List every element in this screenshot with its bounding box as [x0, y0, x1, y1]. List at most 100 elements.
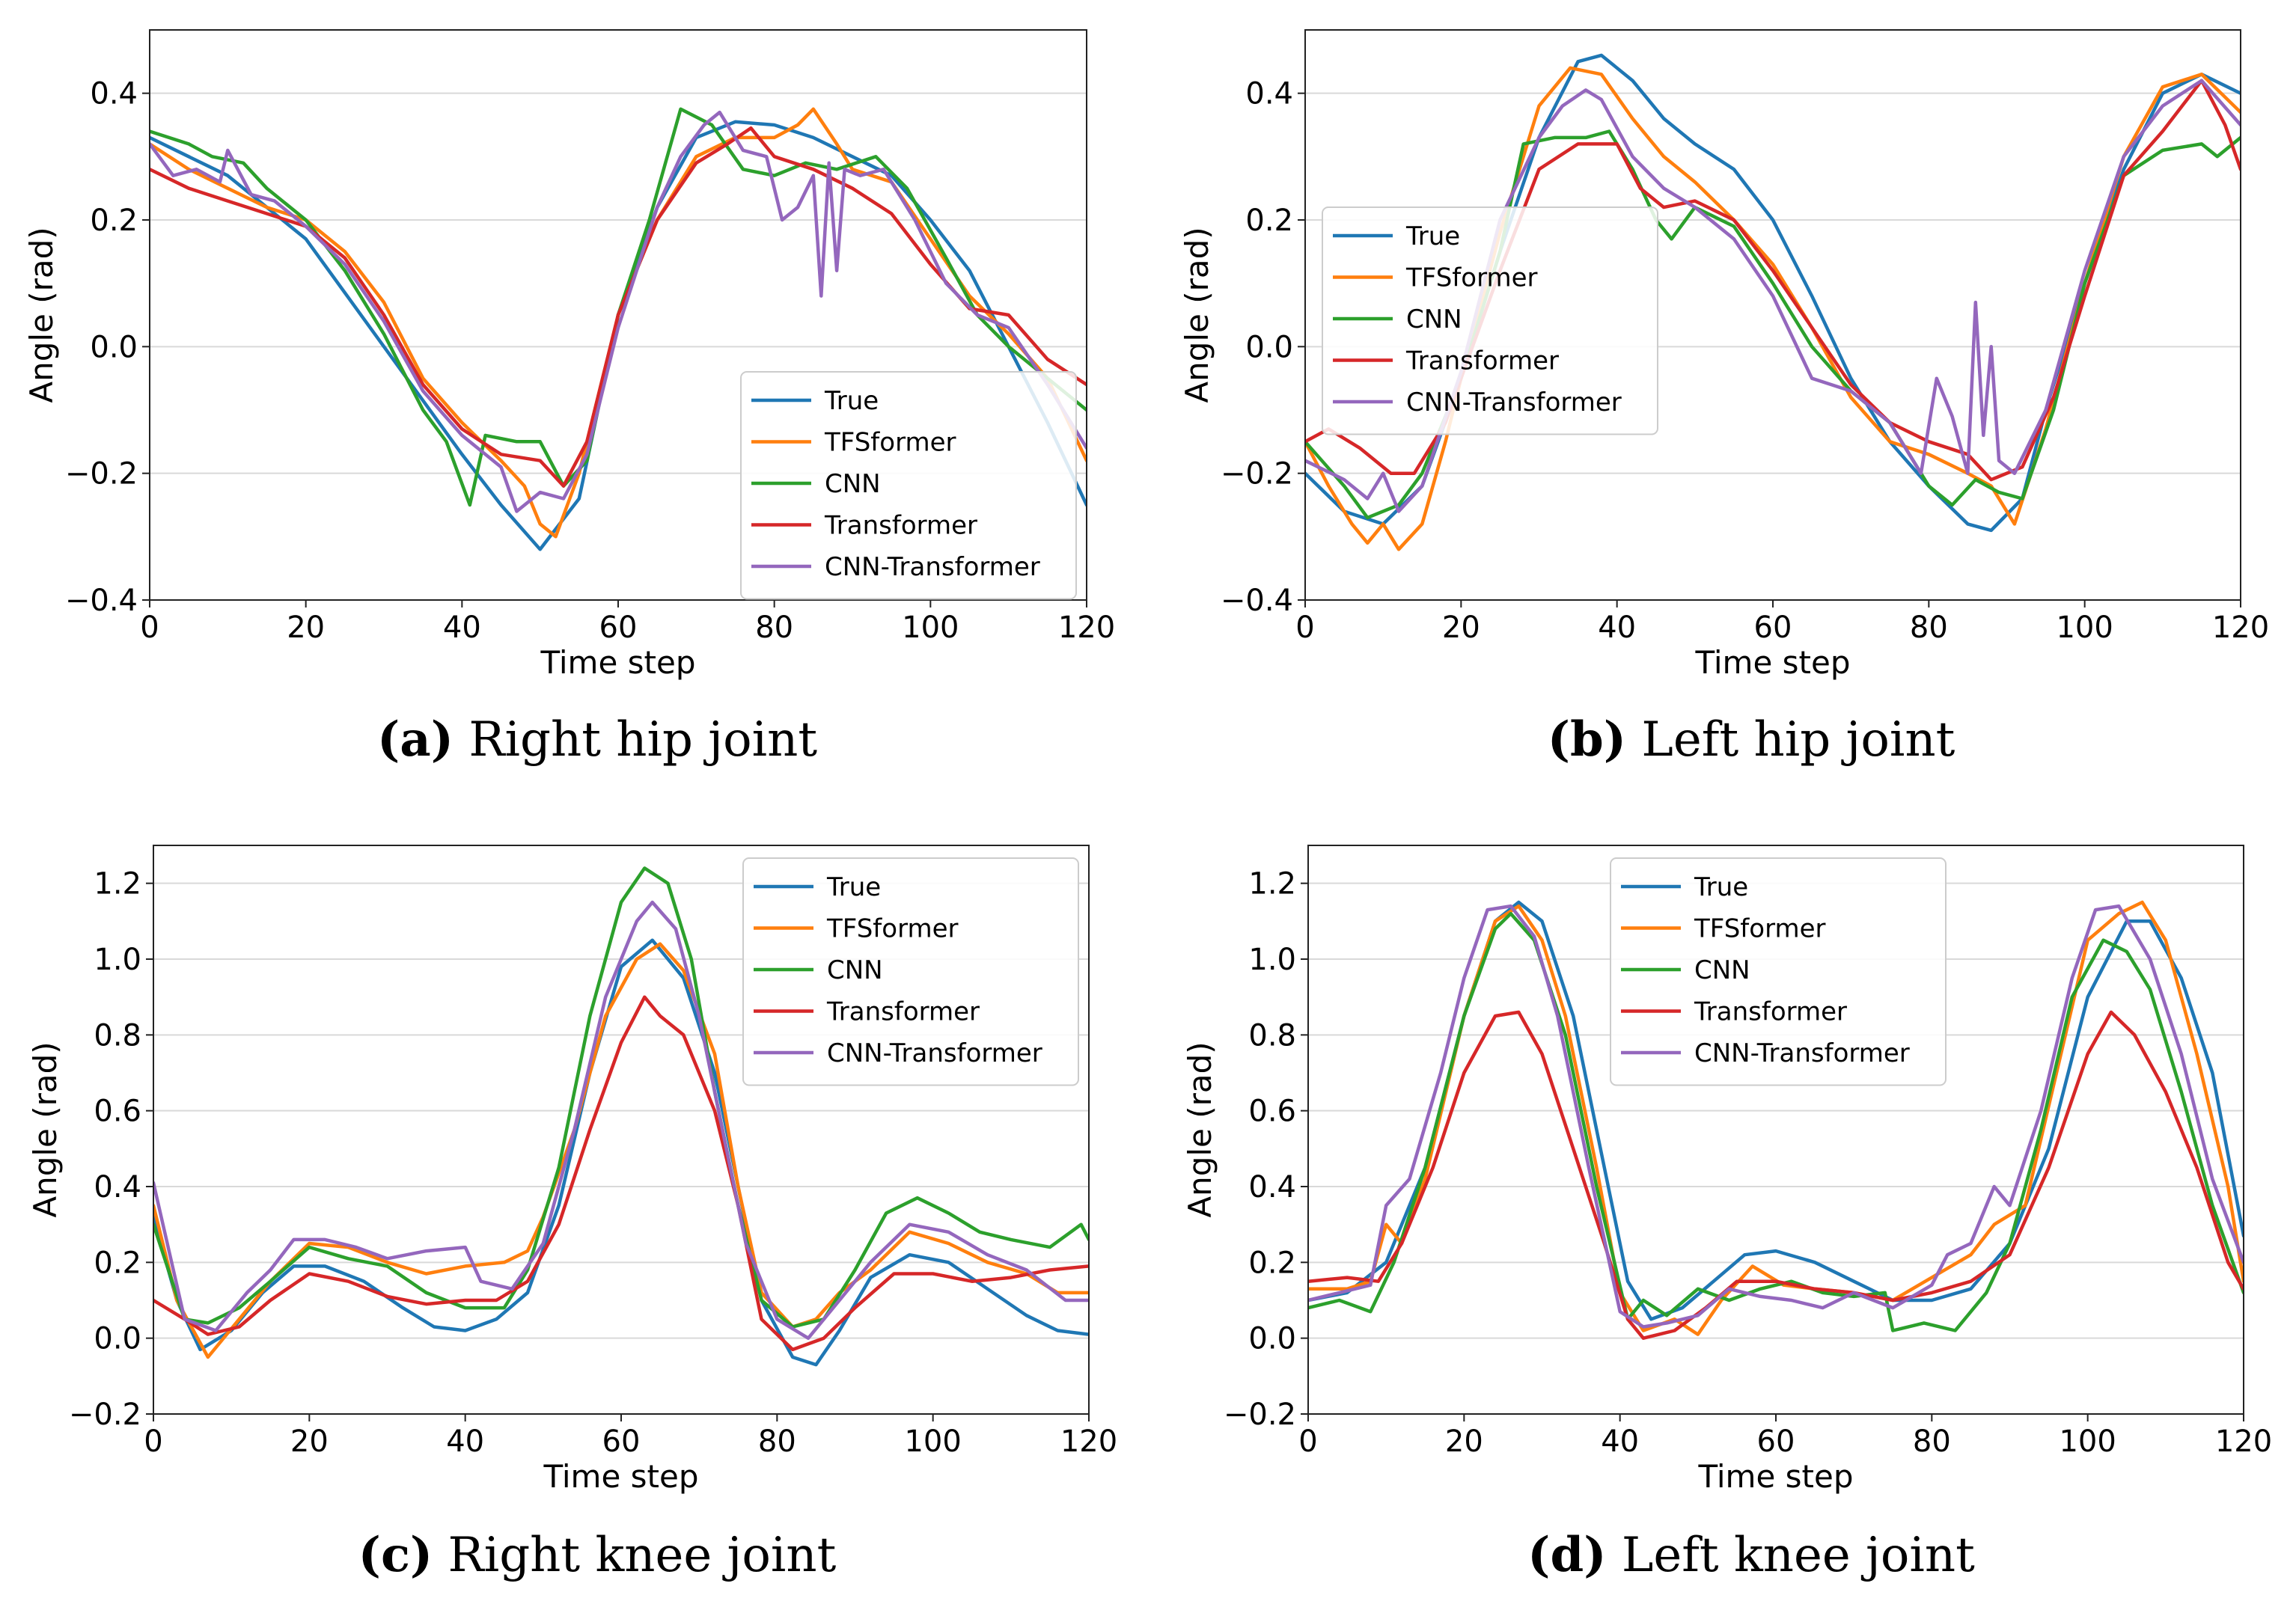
legend-entry: Transformer: [826, 997, 980, 1027]
y-tick-label: −0.2: [69, 1398, 141, 1432]
legend-entry: CNN: [1694, 955, 1750, 985]
legend-entry: Transformer: [1694, 997, 1847, 1027]
x-tick-label: 60: [1754, 610, 1792, 645]
series-line-cnn: [153, 866, 1089, 1329]
legend-box: [742, 857, 1079, 1086]
series-group: [150, 107, 1087, 551]
series-line-cnn-transformer: [153, 900, 1089, 1340]
legend-entry: Transformer: [824, 511, 977, 541]
x-tick-label: 60: [602, 1424, 641, 1459]
legend-entry: TFSformer: [826, 914, 959, 944]
x-tick-label: 40: [446, 1424, 484, 1459]
y-tick-label: 0.4: [1245, 77, 1293, 111]
series-line-cnn-transformer: [150, 110, 1087, 513]
y-tick-label: 0.0: [1245, 330, 1293, 364]
y-tick-label: 1.0: [94, 943, 141, 977]
x-tick-label: 120: [2212, 610, 2269, 645]
series-line-cnn: [150, 107, 1087, 507]
chart-c: 0 20 40 60 80 100 120 −0.2 0.0 0.2 0.4 0.6 0.8 1.0 1.2…: [27, 845, 1117, 1583]
x-tick-label: 80: [755, 610, 793, 645]
x-tick-label: 60: [599, 610, 638, 645]
y-tick-label: 1.0: [1248, 943, 1296, 977]
chart-a: 0 20 40 60 80 100 120 −0.4 −0.2 0.0 0.2 0.4 Time ste…: [23, 29, 1115, 768]
caption-letter: (a): [377, 711, 454, 768]
x-axis-label: Time step: [1695, 644, 1851, 681]
y-tick-label: 0.2: [1248, 1246, 1296, 1280]
y-tick-label: 0.2: [94, 1246, 141, 1280]
x-tick-label: 0: [1298, 1424, 1317, 1459]
y-tick-label: 0.8: [1248, 1018, 1296, 1053]
x-tick-label: 0: [1295, 610, 1314, 645]
caption-text: Left hip joint: [1626, 712, 1955, 768]
x-axis-label: Time step: [540, 644, 696, 681]
caption-letter: (c): [358, 1527, 433, 1583]
legend-entry: True: [1694, 872, 1748, 902]
x-tick-label: 20: [287, 610, 325, 645]
y-axis-label: Angle (rad): [1179, 227, 1215, 403]
legend-entry: CNN: [1406, 304, 1462, 334]
legend-entry: TFSformer: [1405, 263, 1538, 293]
x-axis-label: Time step: [1698, 1458, 1854, 1495]
series-group: [153, 866, 1089, 1367]
y-tick-label: 0.6: [1248, 1095, 1296, 1129]
y-tick-label: 0.0: [1248, 1322, 1296, 1356]
legend-entry: CNN-Transformer: [827, 1038, 1042, 1068]
legend-entry: True: [1405, 221, 1460, 251]
y-tick-label: 0.2: [1245, 203, 1293, 238]
y-tick-label: 0.4: [1248, 1170, 1296, 1205]
series-line-cnn-transformer: [1308, 904, 2244, 1329]
x-tick-label: 120: [1058, 610, 1115, 645]
y-tick-label: 0.0: [90, 330, 138, 364]
caption-text: Right knee joint: [433, 1528, 836, 1583]
chart-d: 0 20 40 60 80 100 120 −0.2 0.0 0.2 0.4 0.6 0.8 1.0 1.2…: [1182, 845, 2272, 1583]
x-tick-label: 60: [1757, 1424, 1795, 1459]
y-tick-label: 0.8: [94, 1018, 141, 1053]
x-tick-label: 100: [904, 1424, 961, 1459]
x-tick-label: 40: [443, 610, 481, 645]
x-tick-label: 120: [2215, 1424, 2272, 1459]
series-line-true: [153, 938, 1089, 1367]
subfigure-caption: (d) Left knee joint: [1527, 1527, 1975, 1583]
y-tick-label: 0.4: [90, 77, 138, 111]
y-tick-label: 0.0: [94, 1322, 141, 1356]
y-tick-label: 1.2: [1248, 867, 1296, 902]
x-tick-label: 100: [902, 610, 959, 645]
subfigure-caption: (b) Left hip joint: [1548, 711, 1955, 768]
legend-entry: CNN: [825, 469, 881, 499]
x-tick-label: 100: [2059, 1424, 2116, 1459]
x-tick-label: 40: [1598, 610, 1636, 645]
legend-entry: TFSformer: [824, 428, 956, 458]
y-tick-label: 0.4: [94, 1170, 141, 1205]
legend-box: [1610, 857, 1947, 1086]
caption-text: Left knee joint: [1606, 1528, 1975, 1583]
y-axis-label: Angle (rad): [23, 227, 60, 403]
series-group: [1308, 900, 2244, 1340]
x-tick-label: 80: [1910, 610, 1948, 645]
y-tick-label: −0.2: [1224, 1398, 1296, 1432]
subfigure-caption: (c) Right knee joint: [358, 1527, 837, 1583]
x-tick-label: 80: [1913, 1424, 1951, 1459]
y-tick-label: 0.2: [90, 203, 138, 238]
series-line-transformer: [153, 995, 1089, 1352]
legend-box: [1322, 206, 1658, 435]
x-tick-label: 20: [1445, 1424, 1483, 1459]
legend: True TFSformer CNN Transformer CNN-Transform…: [742, 857, 1079, 1086]
y-axis-label: Angle (rad): [27, 1041, 64, 1217]
legend-box: [740, 371, 1077, 600]
legend-entry: True: [824, 386, 879, 416]
x-tick-label: 80: [758, 1424, 796, 1459]
x-tick-label: 100: [2056, 610, 2113, 645]
series-line-transformer: [1308, 1010, 2244, 1340]
caption-letter: (b): [1548, 711, 1626, 768]
legend: True TFSformer CNN Transformer CNN-Transform…: [1322, 206, 1658, 435]
y-tick-label: −0.2: [65, 457, 138, 492]
x-tick-label: 0: [140, 610, 159, 645]
caption-text: Right hip joint: [454, 712, 817, 768]
caption-letter: (d): [1527, 1527, 1606, 1583]
y-tick-label: −0.2: [1221, 457, 1293, 492]
x-tick-label: 40: [1601, 1424, 1639, 1459]
legend-entry: CNN: [827, 955, 883, 985]
y-tick-label: 0.6: [94, 1095, 141, 1129]
legend-entry: CNN-Transformer: [1406, 388, 1622, 417]
